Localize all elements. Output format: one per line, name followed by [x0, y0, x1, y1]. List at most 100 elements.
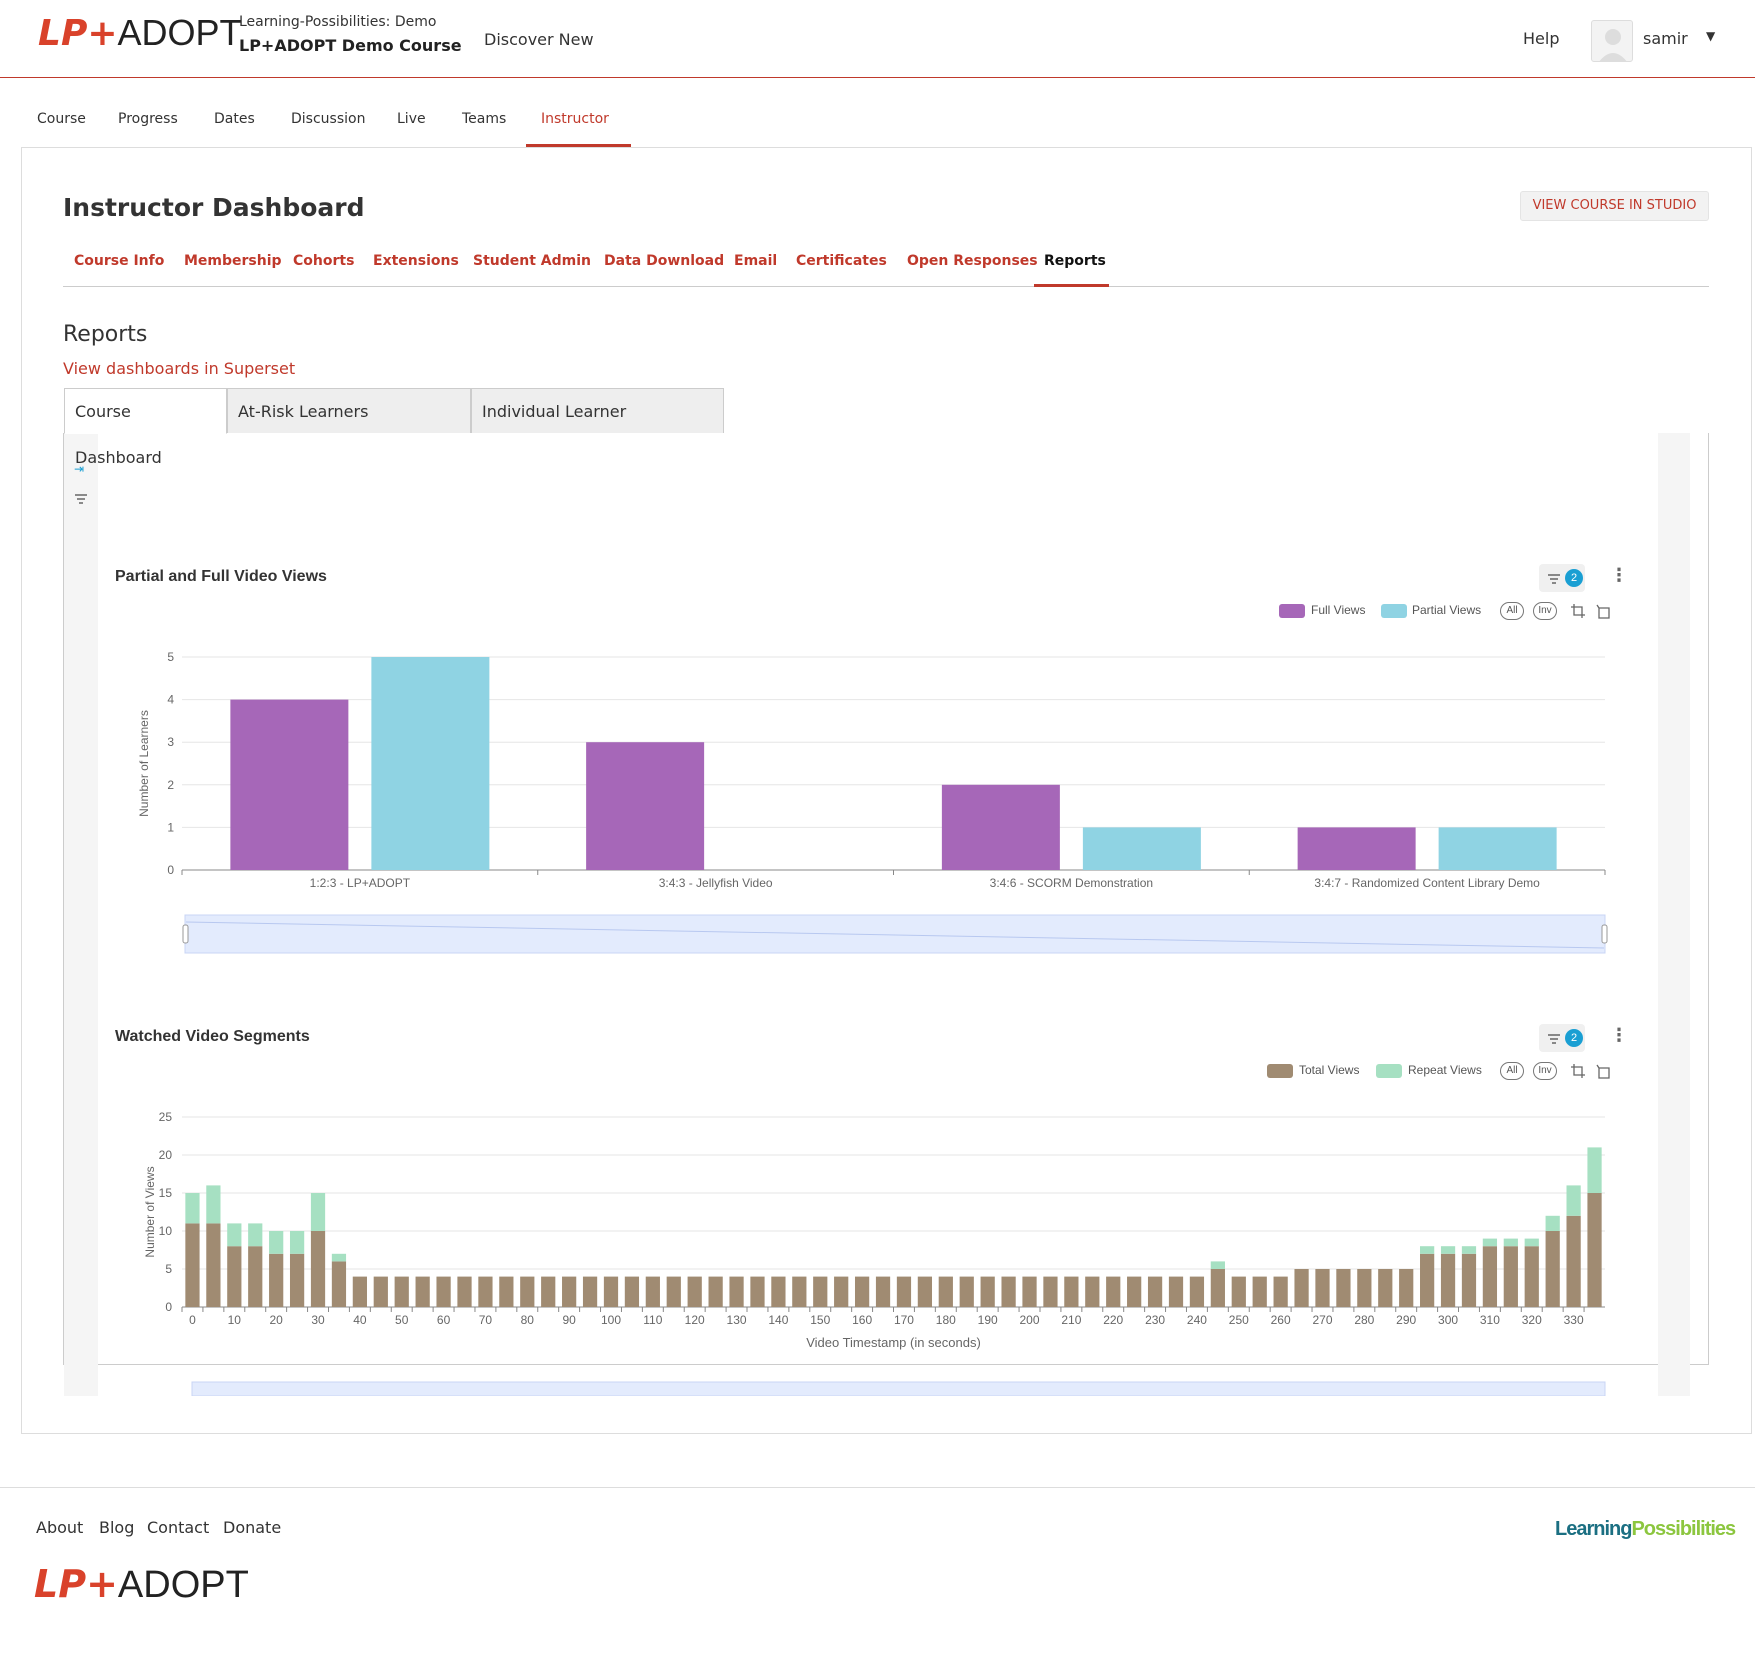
legend-full-views[interactable]: Full Views [1311, 603, 1366, 617]
bar-total-views [624, 1276, 640, 1307]
x-tick-label: 200 [1020, 1313, 1040, 1327]
chart2-filter-indicator[interactable]: 2 [1539, 1024, 1585, 1052]
bar-total-views [1001, 1276, 1016, 1307]
superset-link[interactable]: View dashboards in Superset [63, 359, 296, 378]
zoom-select-icon[interactable] [1570, 1063, 1586, 1083]
chart1-filter-count: 2 [1565, 569, 1583, 587]
tab-dates[interactable]: Dates [214, 111, 255, 127]
tab-progress[interactable]: Progress [118, 111, 178, 127]
filter-sidebar [64, 433, 98, 1396]
legend-all-button[interactable]: All [1500, 602, 1524, 620]
itab-course-info[interactable]: Course Info [74, 253, 165, 269]
tab-teams[interactable]: Teams [462, 111, 507, 127]
legend-repeat-views[interactable]: Repeat Views [1408, 1063, 1482, 1077]
chart1-menu-icon[interactable]: ⋮ [1610, 565, 1628, 586]
expand-filters-icon[interactable]: ⇥ [74, 462, 84, 476]
zoom-slider [191, 1381, 1606, 1396]
footer-link-donate[interactable]: Donate [223, 1518, 282, 1537]
bar-total-views [1566, 1215, 1581, 1307]
zoom-reset-icon[interactable] [1596, 1063, 1612, 1083]
x-tick-label: 180 [936, 1313, 956, 1327]
x-tick-label: 3:4:3 - Jellyfish Video [659, 876, 773, 890]
x-tick-label: 130 [727, 1313, 747, 1327]
itab-data-download[interactable]: Data Download [604, 253, 725, 269]
tab-live[interactable]: Live [397, 111, 426, 127]
legend-inverse-button[interactable]: Inv [1533, 1062, 1557, 1080]
bar-total-views [457, 1276, 472, 1307]
bar-repeat-views [185, 1193, 200, 1224]
footer-link-about[interactable]: About [36, 1518, 84, 1537]
chart1-filter-indicator[interactable]: 2 [1539, 564, 1585, 592]
bar-total-views [1294, 1269, 1309, 1307]
chart2-filter-count: 2 [1565, 1029, 1583, 1047]
course-org: Learning-Possibilities: Demo [239, 14, 437, 30]
discover-new-link[interactable]: Discover New [484, 30, 594, 49]
legend-partial-views[interactable]: Partial Views [1412, 603, 1482, 617]
learning-possibilities-logo[interactable]: LearningPossibilities [1555, 1518, 1736, 1541]
bar-repeat-views [1566, 1185, 1581, 1216]
bar-total-views [562, 1276, 577, 1307]
itab-reports[interactable]: Reports [1044, 253, 1106, 269]
chart2-title: Watched Video Segments [115, 1028, 310, 1045]
bar-total-views [520, 1276, 535, 1307]
bar-total-views [1231, 1276, 1246, 1307]
footer-link-blog[interactable]: Blog [99, 1518, 135, 1537]
itab-membership[interactable]: Membership [184, 253, 282, 269]
site-logo[interactable]: LP+ADOPT [38, 12, 242, 54]
tab-course-dashboard[interactable]: Course Dashboard [64, 388, 227, 467]
zoom-slider [184, 914, 1606, 954]
tab-discussion[interactable]: Discussion [291, 111, 366, 127]
avatar[interactable] [1591, 20, 1633, 62]
legend-all-button[interactable]: All [1500, 1062, 1524, 1080]
footer-link-contact[interactable]: Contact [147, 1518, 210, 1537]
view-in-studio-button[interactable]: VIEW COURSE IN STUDIO [1520, 191, 1709, 221]
x-tick-label: 150 [810, 1313, 830, 1327]
brand-possibilities: Possibilities [1631, 1518, 1736, 1540]
x-tick-label: 330 [1564, 1313, 1584, 1327]
username[interactable]: samir [1643, 29, 1688, 48]
x-tick-label: 30 [311, 1313, 325, 1327]
dashboard-right-gutter [1658, 433, 1690, 1396]
tab-course[interactable]: Course [37, 111, 86, 127]
legend-total-views[interactable]: Total Views [1299, 1063, 1360, 1077]
itab-email[interactable]: Email [734, 253, 778, 269]
bar-total-views [415, 1276, 430, 1307]
itab-student-admin[interactable]: Student Admin [473, 253, 592, 269]
logo-lp: LP+ [38, 13, 118, 54]
tab-instructor[interactable]: Instructor [541, 111, 609, 127]
bar-total-views [603, 1276, 619, 1307]
itab-extensions[interactable]: Extensions [373, 253, 459, 269]
y-axis-label: Number of Learners [137, 710, 151, 817]
bar-total-views [1378, 1269, 1393, 1307]
bar-total-views [813, 1276, 828, 1307]
chevron-down-icon[interactable]: ▼ [1706, 29, 1716, 43]
x-tick-label: 280 [1354, 1313, 1374, 1327]
x-tick-label: 290 [1396, 1313, 1416, 1327]
x-tick-label: 220 [1103, 1313, 1123, 1327]
bar-total-views [645, 1276, 660, 1307]
help-link[interactable]: Help [1523, 29, 1560, 48]
itab-certificates[interactable]: Certificates [796, 253, 887, 269]
zoom-reset-icon[interactable] [1596, 603, 1612, 623]
bar-total-views [729, 1276, 744, 1307]
bar-total-views [834, 1276, 849, 1307]
bar-total-views [269, 1253, 284, 1307]
footer-logo[interactable]: LP+ADOPT [34, 1562, 249, 1607]
bar-total-views [541, 1276, 556, 1307]
itab-cohorts[interactable]: Cohorts [293, 253, 355, 269]
zoom-select-icon[interactable] [1570, 603, 1586, 623]
x-tick-label: 260 [1271, 1313, 1291, 1327]
itab-open-responses[interactable]: Open Responses [907, 253, 1038, 269]
bar-total-views [1461, 1253, 1477, 1307]
x-tick-label: 140 [768, 1313, 788, 1327]
tab-individual-learner-dashboard[interactable]: Individual Learner Dashboard [471, 388, 724, 467]
bar-total-views [1210, 1269, 1225, 1307]
bar-total-views [1064, 1276, 1079, 1307]
chart2-menu-icon[interactable]: ⋮ [1610, 1025, 1628, 1046]
tab-at-risk-dashboard[interactable]: At-Risk Learners Dashboard [227, 388, 471, 467]
x-tick-label: 20 [269, 1313, 283, 1327]
y-tick-label: 3 [167, 735, 174, 749]
bar-total-views [896, 1276, 912, 1307]
legend-inverse-button[interactable]: Inv [1533, 602, 1557, 620]
filter-icon[interactable] [74, 490, 88, 509]
